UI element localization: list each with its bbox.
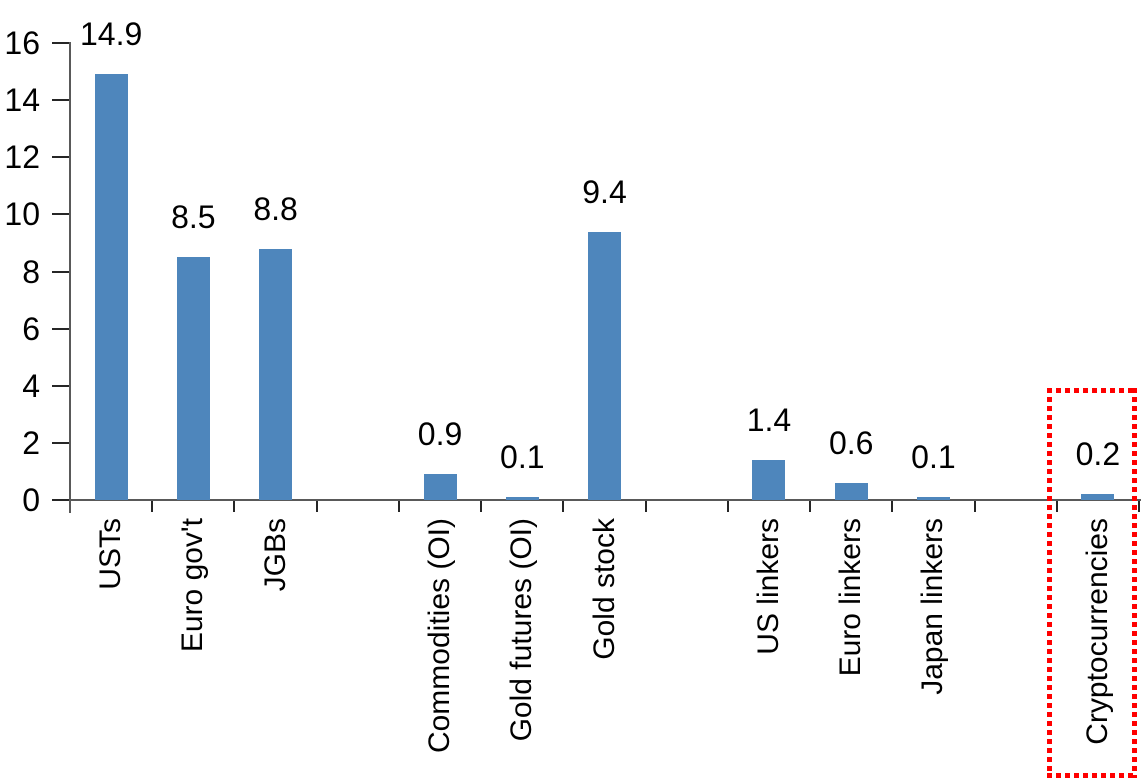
category-label: Gold stock	[587, 518, 621, 660]
bar-value-label: 14.9	[79, 16, 143, 53]
y-tick-label: 6	[22, 310, 40, 347]
bar	[752, 460, 786, 500]
bar	[423, 474, 457, 500]
y-tick	[52, 42, 69, 44]
category-label: US linkers	[751, 518, 785, 655]
bar-value-label: 1.4	[746, 402, 792, 438]
x-tick	[480, 501, 482, 512]
y-tick	[52, 270, 69, 273]
category-label: USTs	[94, 518, 128, 590]
bar-value-label: 0.1	[911, 439, 956, 476]
bar-value-label: 0.9	[417, 416, 463, 453]
y-tick-label: 10	[4, 196, 40, 233]
bar-value-label: 9.4	[582, 173, 627, 210]
x-tick	[645, 501, 647, 512]
x-tick	[233, 501, 235, 512]
bar	[1081, 494, 1115, 500]
bar-value-label: 8.8	[253, 190, 298, 227]
x-axis	[69, 499, 1141, 501]
x-tick	[562, 501, 564, 512]
y-axis	[69, 42, 71, 513]
y-tick-label: 2	[22, 424, 40, 461]
bar-value-label: 0.1	[500, 439, 545, 476]
y-tick-label: 12	[4, 139, 40, 176]
bar-value-label: 8.5	[171, 199, 216, 236]
highlight-box-edge-left	[1046, 388, 1052, 778]
x-tick	[151, 501, 153, 512]
category-label: Euro linkers	[834, 518, 868, 677]
y-tick	[52, 156, 69, 159]
highlight-box-edge-top	[1046, 388, 1137, 393]
y-tick	[52, 441, 69, 444]
bar	[94, 74, 128, 500]
bar	[834, 482, 868, 500]
x-tick	[727, 501, 729, 512]
y-tick-label: 4	[22, 367, 40, 404]
x-tick	[1138, 501, 1140, 512]
bar	[259, 248, 293, 500]
category-label: Commodities (OI)	[423, 518, 457, 754]
x-tick	[316, 501, 318, 512]
bar-value-label: 0.2	[1075, 436, 1121, 473]
bar-value-label: 0.6	[828, 424, 874, 461]
y-tick-label: 14	[4, 82, 40, 119]
category-label: JGBs	[258, 518, 292, 592]
y-tick	[52, 99, 69, 102]
bar	[916, 497, 950, 500]
category-label: Cryptocurrencies	[1080, 518, 1114, 745]
y-tick-label: 0	[22, 482, 40, 518]
x-tick	[1056, 501, 1058, 512]
y-tick-label: 16	[4, 25, 40, 61]
y-tick-label: 8	[22, 253, 40, 290]
x-tick	[809, 501, 811, 512]
x-tick	[398, 501, 400, 512]
y-tick	[52, 213, 69, 216]
highlight-box	[1046, 388, 1137, 778]
highlight-box-edge-bottom	[1046, 773, 1137, 778]
category-label: Gold futures (OI)	[505, 518, 539, 742]
bar	[588, 231, 621, 500]
highlight-box-edge-right	[1131, 388, 1137, 778]
x-tick	[974, 501, 976, 512]
bar	[176, 257, 210, 500]
y-tick	[52, 499, 69, 501]
category-label: Japan linkers	[916, 518, 950, 695]
x-tick	[891, 501, 893, 512]
bar	[505, 497, 539, 500]
y-tick	[52, 327, 69, 330]
category-label: Euro gov't	[176, 518, 210, 653]
y-tick	[52, 384, 69, 387]
